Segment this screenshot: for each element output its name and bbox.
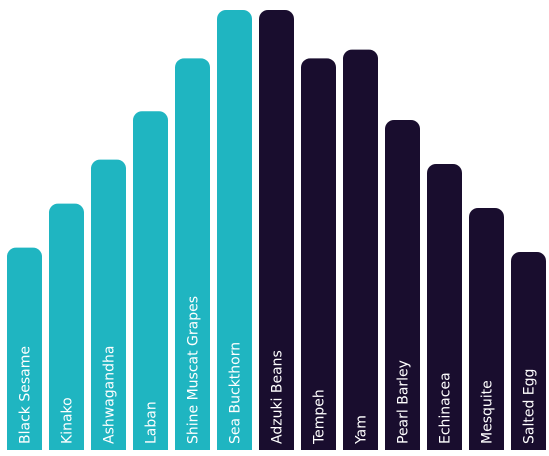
bar-laban: Laban <box>133 111 168 456</box>
bar-label: Tempeh <box>312 389 328 445</box>
bar-label: Mesquite <box>480 380 496 444</box>
bar-pearl-barley: Pearl Barley <box>385 120 420 456</box>
bar-rect <box>301 58 336 456</box>
bar-rect <box>511 252 546 456</box>
bar-kinako: Kinako <box>49 203 84 456</box>
bar-label: Shine Muscat Grapes <box>186 296 202 444</box>
bar-label: Pearl Barley <box>396 360 412 444</box>
bar-label: Echinacea <box>438 372 454 444</box>
bar-rect <box>469 208 504 456</box>
bar-sea-buckthorn: Sea Buckthorn <box>217 10 252 456</box>
bar-label: Yam <box>354 415 370 445</box>
baseline-mask <box>0 450 549 456</box>
bar-label: Laban <box>144 401 160 444</box>
bar-label: Ashwagandha <box>102 346 118 444</box>
bar-echinacea: Echinacea <box>427 164 462 456</box>
bar-rect <box>7 247 42 456</box>
bar-mesquite: Mesquite <box>469 208 504 456</box>
bar-black-sesame: Black Sesame <box>7 247 42 456</box>
bar-adzuki-beans: Adzuki Beans <box>259 10 294 456</box>
bar-label: Kinako <box>60 397 76 444</box>
bar-yam: Yam <box>343 49 378 456</box>
bar-rect <box>91 159 126 456</box>
bar-ashwagandha: Ashwagandha <box>91 159 126 456</box>
bar-rect <box>343 49 378 456</box>
bar-rect <box>217 10 252 456</box>
bar-shine-muscat-grapes: Shine Muscat Grapes <box>175 58 210 456</box>
bar-rect <box>133 111 168 456</box>
bar-label: Salted Egg <box>522 369 538 444</box>
bar-tempeh: Tempeh <box>301 58 336 456</box>
bar-label: Sea Buckthorn <box>228 342 244 444</box>
bar-rect <box>259 10 294 456</box>
bar-rect <box>385 120 420 456</box>
bar-rect <box>49 203 84 456</box>
bar-rect <box>427 164 462 456</box>
bar-rect <box>175 58 210 456</box>
bar-label: Black Sesame <box>18 346 34 444</box>
bar-label: Adzuki Beans <box>270 350 286 444</box>
bar-salted-egg: Salted Egg <box>511 252 546 456</box>
